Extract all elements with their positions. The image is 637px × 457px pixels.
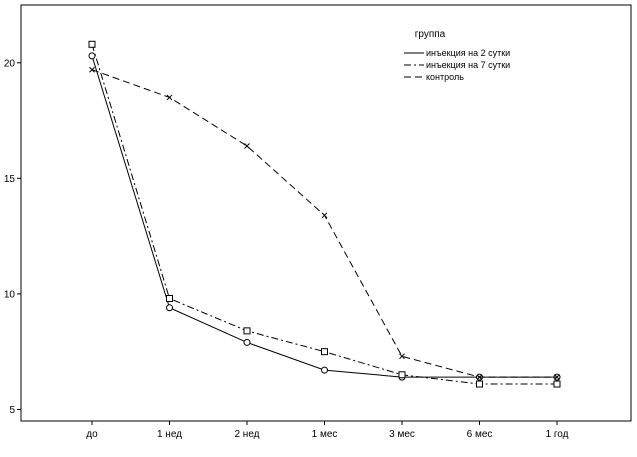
y-tick-label: 10 <box>4 289 16 300</box>
y-axis: 5 10 15 20 <box>4 58 21 416</box>
x-axis: до 1 нед 2 нед 1 мес 3 мес 6 мес 1 год <box>86 421 569 440</box>
data-point-circle <box>321 366 328 374</box>
data-point-circle <box>243 338 251 346</box>
y-tick-label: 15 <box>4 174 16 185</box>
legend: группа инъекция на 2 сутки инъекция на 7 … <box>404 29 510 82</box>
data-point-x <box>166 94 173 101</box>
legend-label-1: инъекция на 2 сутки <box>426 48 510 58</box>
data-point-x <box>399 353 405 360</box>
legend-label-2: инъекция на 7 сутки <box>426 60 510 70</box>
x-tick-label: 2 нед <box>234 429 259 440</box>
series-2 <box>88 40 561 388</box>
data-point-x <box>244 143 250 149</box>
x-marker-stroke <box>476 374 483 380</box>
data-point-square <box>243 327 251 335</box>
legend-title: группа <box>415 29 446 40</box>
data-point-square <box>398 371 406 379</box>
data-point-x <box>321 212 328 219</box>
plot-frame <box>20 4 632 422</box>
x-tick-label: до <box>86 429 98 440</box>
data-point-square <box>166 295 173 303</box>
x-marker-stroke <box>89 66 95 73</box>
x-marker-stroke <box>321 212 328 219</box>
series-layer <box>88 40 561 388</box>
x-tick-label: 1 мес <box>312 429 338 440</box>
x-marker-stroke <box>166 94 173 101</box>
x-tick-label: 1 год <box>546 429 569 440</box>
legend-label-3: контроль <box>426 72 464 82</box>
data-point-square <box>88 40 96 48</box>
data-point-square <box>553 380 561 388</box>
legend-items: инъекция на 2 сутки инъекция на 7 сутки ко… <box>404 48 510 82</box>
data-point-x <box>89 66 95 73</box>
x-tick-label: 1 нед <box>157 429 182 440</box>
x-tick-label: 3 мес <box>389 429 415 440</box>
y-tick-label: 5 <box>9 405 15 416</box>
x-marker-stroke <box>399 353 405 360</box>
x-marker-stroke <box>244 143 250 149</box>
data-point-circle <box>166 304 173 312</box>
data-point-x <box>554 374 560 380</box>
data-point-square <box>321 348 328 356</box>
x-marker-stroke <box>554 374 560 380</box>
x-tick-label: 6 мес <box>467 429 493 440</box>
y-tick-label: 20 <box>4 58 16 69</box>
data-point-square <box>476 380 483 388</box>
data-point-circle <box>88 52 96 60</box>
data-point-x <box>476 374 483 380</box>
series-3 <box>89 66 560 380</box>
